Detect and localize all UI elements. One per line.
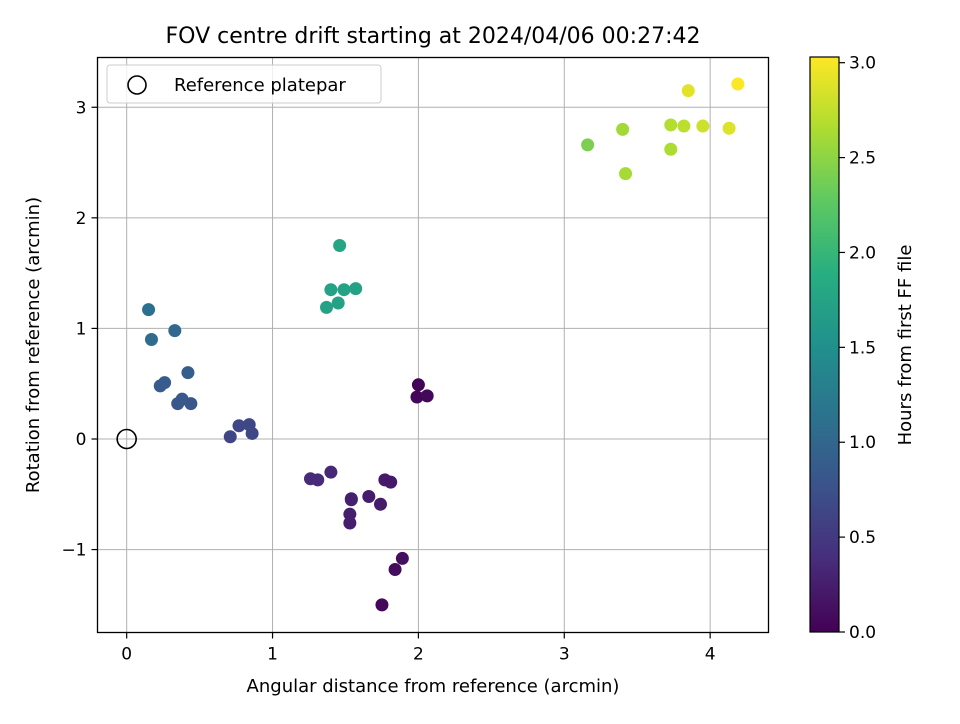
x-axis-label: Angular distance from reference (arcmin)	[247, 676, 620, 697]
y-axis-label: Rotation from reference (arcmin)	[23, 197, 44, 493]
scatter-point	[581, 138, 595, 152]
colorbar-ticks: 0.0 0.5 1.0 1.5 2.0 2.5 3.0	[839, 54, 876, 643]
scatter-point	[677, 119, 691, 133]
x-tick-label: 1	[267, 645, 278, 665]
y-tick-label: 0	[76, 430, 87, 450]
legend: Reference platepar	[106, 64, 382, 104]
x-tick-label: 0	[121, 645, 132, 665]
scatter-point	[616, 122, 630, 136]
chart-title: FOV centre drift starting at 2024/04/06 …	[166, 24, 701, 49]
y-tick-label: 3	[76, 98, 87, 118]
grid-lines	[97, 57, 769, 633]
scatter-point	[349, 282, 363, 296]
scatter-point	[232, 419, 246, 433]
y-tick-label: 1	[76, 319, 87, 339]
scatter-point	[681, 84, 695, 98]
x-tick-label: 4	[705, 645, 716, 665]
colorbar-tick-label: 2.5	[849, 149, 876, 169]
reference-marker-layer	[116, 428, 137, 450]
scatter-points	[142, 77, 745, 612]
scatter-point	[168, 324, 182, 338]
y-tick-label: −1	[61, 541, 86, 561]
scatter-point	[395, 551, 409, 565]
colorbar-tick-label: 1.0	[849, 433, 876, 453]
colorbar-tick-label: 0.0	[849, 623, 876, 643]
legend-box	[106, 64, 382, 104]
scatter-point	[142, 303, 156, 317]
scatter-point	[144, 332, 158, 346]
scatter-point	[181, 366, 195, 380]
colorbar-label: Hours from first FF file	[895, 245, 916, 446]
x-axis-ticks: 0 1 2 3 4	[121, 632, 716, 665]
scatter-point	[344, 492, 358, 506]
y-axis-ticks: −1 0 1 2 3	[61, 98, 98, 561]
scatter-point	[373, 497, 387, 511]
scatter-point	[411, 378, 425, 392]
x-tick-label: 2	[413, 645, 424, 665]
scatter-point	[619, 167, 633, 181]
scatter-point	[664, 118, 678, 132]
scatter-point	[731, 77, 745, 91]
scatter-point	[311, 473, 325, 487]
scatter-point	[722, 121, 736, 135]
colorbar-tick-label: 3.0	[849, 54, 876, 74]
x-tick-label: 3	[559, 645, 570, 665]
scatter-point	[331, 296, 345, 310]
legend-entry-reference: Reference platepar	[174, 75, 346, 96]
scatter-point	[320, 300, 334, 314]
scatter-point	[324, 283, 338, 297]
colorbar-tick-label: 1.5	[849, 338, 876, 358]
scatter-point	[337, 283, 351, 297]
scatter-point	[184, 397, 198, 411]
scatter-point	[333, 238, 347, 252]
colorbar: 0.0 0.5 1.0 1.5 2.0 2.5 3.0 Hours from first F…	[809, 54, 916, 643]
reference-platepar-marker	[116, 428, 137, 450]
scatter-point	[324, 465, 338, 479]
colorbar-tick-label: 0.5	[849, 528, 876, 548]
scatter-point	[696, 119, 710, 133]
scatter-point	[664, 142, 678, 156]
scatter-point	[388, 562, 402, 576]
scatter-point	[158, 376, 172, 390]
colorbar-gradient	[809, 56, 840, 633]
plot-frame	[96, 56, 770, 634]
scatter-point	[343, 507, 357, 521]
legend-reference-marker	[127, 75, 147, 95]
scatter-point	[410, 390, 424, 404]
scatter-point	[375, 598, 389, 612]
scatter-point	[384, 475, 398, 489]
colorbar-tick-label: 2.0	[849, 243, 876, 263]
scatter-point	[362, 489, 376, 503]
scatter-point	[420, 389, 434, 403]
scatter-point	[223, 430, 237, 444]
scatter-point	[245, 426, 259, 440]
y-tick-label: 2	[76, 209, 87, 229]
